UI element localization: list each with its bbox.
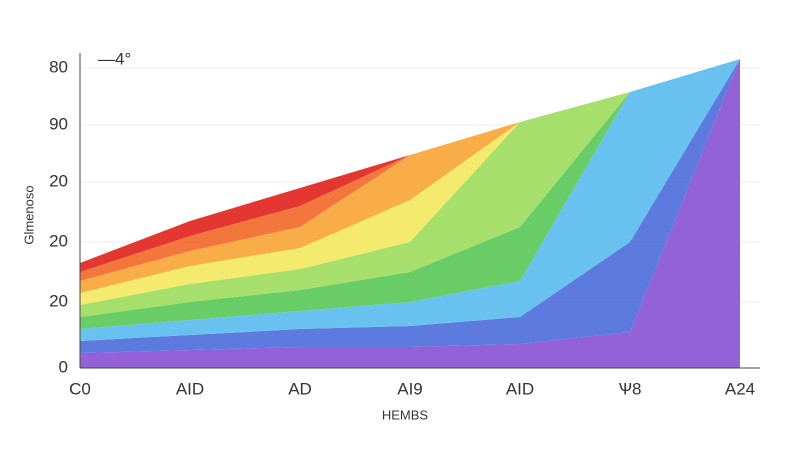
area	[80, 59, 740, 281]
area	[80, 59, 740, 293]
x-tick-label: AI9	[397, 379, 423, 398]
y-tick-label: 0	[59, 357, 68, 376]
x-tick-label: AD	[288, 379, 312, 398]
area	[80, 59, 740, 272]
x-tick-label: AID	[176, 379, 204, 398]
y-tick-label: 20	[49, 231, 68, 250]
x-tick-label: C0	[69, 379, 91, 398]
y-tick-label: 20	[49, 291, 68, 310]
annotation: —4°	[98, 49, 131, 68]
area	[80, 59, 740, 317]
area	[80, 59, 740, 305]
x-tick-label: A24	[725, 379, 755, 398]
x-tick-label: AID	[506, 379, 534, 398]
area	[80, 59, 740, 368]
area	[80, 59, 740, 329]
y-tick-label: 20	[49, 171, 68, 190]
y-tick-label: 90	[49, 114, 68, 133]
area	[80, 59, 740, 341]
x-tick-label: Ѱ8	[619, 379, 642, 398]
y-tick-label: 80	[49, 57, 68, 76]
x-axis-label: HEMBS	[382, 407, 429, 422]
y-axis-label: Glmenoso	[21, 185, 36, 244]
